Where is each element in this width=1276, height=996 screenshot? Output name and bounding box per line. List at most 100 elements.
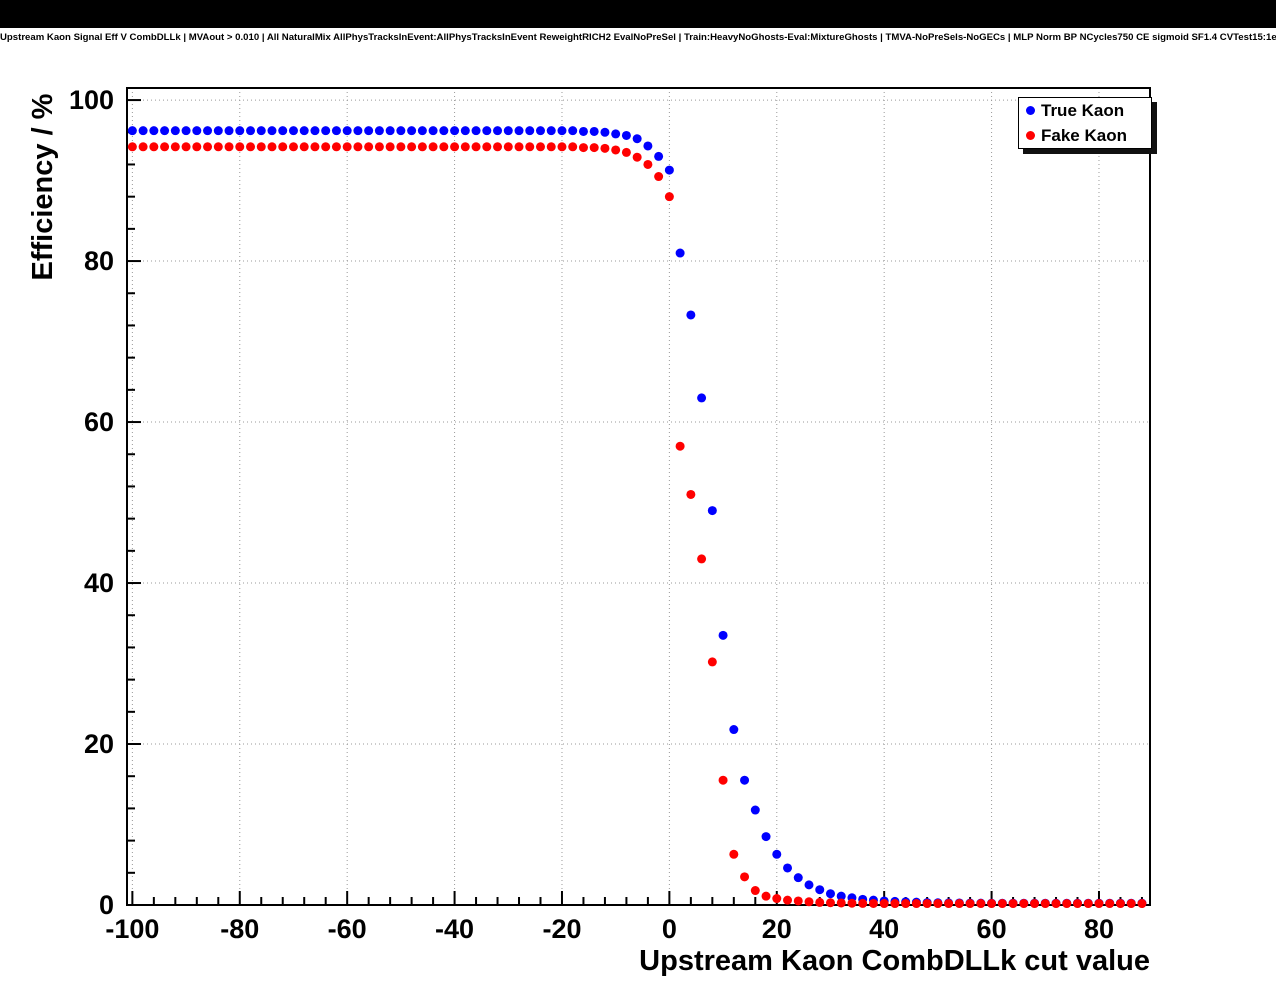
x-tick-label: -40	[435, 914, 474, 944]
data-point-fake-kaon	[138, 142, 148, 152]
data-point-true-kaon	[611, 129, 621, 139]
data-point-fake-kaon	[621, 147, 631, 157]
data-point-fake-kaon	[600, 143, 610, 153]
data-point-fake-kaon	[278, 142, 288, 152]
data-point-fake-kaon	[331, 142, 341, 152]
data-point-fake-kaon	[299, 142, 309, 152]
data-point-fake-kaon	[686, 489, 696, 499]
y-tick-label: 100	[69, 85, 114, 115]
data-point-true-kaon	[396, 126, 406, 136]
data-point-fake-kaon	[954, 899, 964, 909]
data-point-true-kaon	[310, 126, 320, 136]
data-point-true-kaon	[675, 248, 685, 258]
data-point-true-kaon	[578, 126, 588, 136]
data-point-fake-kaon	[750, 886, 760, 896]
y-tick-label: 60	[84, 407, 114, 437]
data-point-fake-kaon	[460, 142, 470, 152]
data-point-true-kaon	[235, 126, 245, 136]
data-point-fake-kaon	[396, 142, 406, 152]
fake-kaon-marker-icon	[1026, 131, 1035, 140]
data-point-fake-kaon	[213, 142, 223, 152]
data-point-true-kaon	[428, 126, 438, 136]
data-point-true-kaon	[138, 126, 148, 136]
data-point-fake-kaon	[804, 897, 814, 907]
data-point-true-kaon	[299, 126, 309, 136]
data-point-true-kaon	[729, 725, 739, 735]
data-point-fake-kaon	[1094, 899, 1104, 909]
data-point-fake-kaon	[568, 142, 578, 152]
x-tick-label: -100	[105, 914, 159, 944]
data-point-fake-kaon	[493, 142, 503, 152]
data-point-fake-kaon	[525, 142, 535, 152]
data-point-true-kaon	[321, 126, 331, 136]
data-point-true-kaon	[203, 126, 213, 136]
top-bar	[0, 0, 1276, 28]
x-tick-label: -20	[542, 914, 581, 944]
data-point-fake-kaon	[643, 159, 653, 169]
data-point-fake-kaon	[267, 142, 277, 152]
data-point-true-kaon	[535, 126, 545, 136]
data-point-true-kaon	[385, 126, 395, 136]
data-point-fake-kaon	[439, 142, 449, 152]
data-point-fake-kaon	[546, 142, 556, 152]
data-point-fake-kaon	[879, 899, 889, 909]
data-point-fake-kaon	[718, 775, 728, 785]
data-point-fake-kaon	[364, 142, 374, 152]
data-point-true-kaon	[772, 849, 782, 859]
data-point-fake-kaon	[385, 142, 395, 152]
data-point-fake-kaon	[514, 142, 524, 152]
data-point-fake-kaon	[740, 872, 750, 882]
data-point-true-kaon	[783, 863, 793, 873]
data-point-fake-kaon	[353, 142, 363, 152]
x-tick-label: 60	[977, 914, 1007, 944]
data-point-true-kaon	[686, 310, 696, 320]
y-tick-label: 40	[84, 568, 114, 598]
data-point-true-kaon	[493, 126, 503, 136]
x-tick-label: 40	[869, 914, 899, 944]
data-point-fake-kaon	[1051, 899, 1061, 909]
data-point-true-kaon	[417, 126, 427, 136]
data-point-true-kaon	[525, 126, 535, 136]
data-point-true-kaon	[288, 126, 298, 136]
data-point-fake-kaon	[127, 142, 137, 152]
data-point-true-kaon	[482, 126, 492, 136]
data-point-true-kaon	[621, 130, 631, 140]
data-point-fake-kaon	[772, 894, 782, 904]
data-point-true-kaon	[170, 126, 180, 136]
legend-entry-fake-kaon: Fake Kaon	[1019, 123, 1151, 148]
data-point-true-kaon	[192, 126, 202, 136]
data-point-fake-kaon	[783, 895, 793, 905]
x-tick-label: 80	[1084, 914, 1114, 944]
data-point-true-kaon	[127, 126, 137, 136]
data-point-true-kaon	[181, 126, 191, 136]
data-point-true-kaon	[471, 126, 481, 136]
data-point-true-kaon	[697, 393, 707, 403]
data-point-fake-kaon	[170, 142, 180, 152]
y-tick-label: 80	[84, 246, 114, 276]
data-point-fake-kaon	[997, 899, 1007, 909]
data-point-fake-kaon	[729, 849, 739, 859]
legend-label-true-kaon: True Kaon	[1041, 101, 1125, 120]
data-point-fake-kaon	[987, 899, 997, 909]
data-point-fake-kaon	[224, 142, 234, 152]
data-point-true-kaon	[267, 126, 277, 136]
data-point-true-kaon	[342, 126, 352, 136]
data-point-fake-kaon	[482, 142, 492, 152]
data-point-fake-kaon	[160, 142, 170, 152]
data-point-true-kaon	[654, 151, 664, 161]
data-point-fake-kaon	[203, 142, 213, 152]
data-point-true-kaon	[825, 889, 835, 899]
data-point-fake-kaon	[1008, 899, 1018, 909]
data-point-fake-kaon	[976, 899, 986, 909]
data-point-fake-kaon	[836, 898, 846, 908]
data-point-true-kaon	[439, 126, 449, 136]
data-point-fake-kaon	[1137, 899, 1147, 909]
data-point-fake-kaon	[1062, 899, 1072, 909]
data-point-true-kaon	[331, 126, 341, 136]
data-point-true-kaon	[589, 126, 599, 136]
data-point-fake-kaon	[1030, 899, 1040, 909]
data-point-fake-kaon	[417, 142, 427, 152]
data-point-fake-kaon	[965, 899, 975, 909]
data-point-true-kaon	[750, 805, 760, 815]
data-point-true-kaon	[664, 165, 674, 175]
